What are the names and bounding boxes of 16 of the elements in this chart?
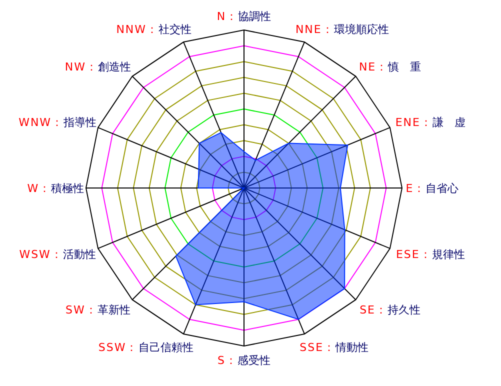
spoke-label: SW：革新性	[66, 304, 130, 317]
spoke-label: W：積極性	[27, 182, 84, 195]
spoke-label: NE：慎 重	[358, 60, 422, 74]
spoke-label: S：感受性	[218, 354, 270, 367]
spoke-label: WSW：活動性	[19, 248, 96, 261]
spoke-label: SSE：情動性	[300, 340, 369, 354]
spoke-label: ESE：規律性	[396, 248, 465, 261]
spoke-label: SE：持久性	[360, 304, 421, 317]
spoke-label: WNW：指導性	[18, 116, 97, 130]
spoke-label: SSW：自己信頼性	[98, 340, 194, 354]
spoke-label: NNE：環境順応性	[295, 23, 389, 36]
spoke-label: E：自省心	[406, 182, 459, 195]
spoke-label: N：協調性	[216, 10, 272, 23]
spoke-label: NW：創造性	[64, 60, 132, 74]
spoke-label: ENE：謙 虚	[395, 116, 466, 130]
spoke-label: NNW：社交性	[116, 23, 192, 36]
